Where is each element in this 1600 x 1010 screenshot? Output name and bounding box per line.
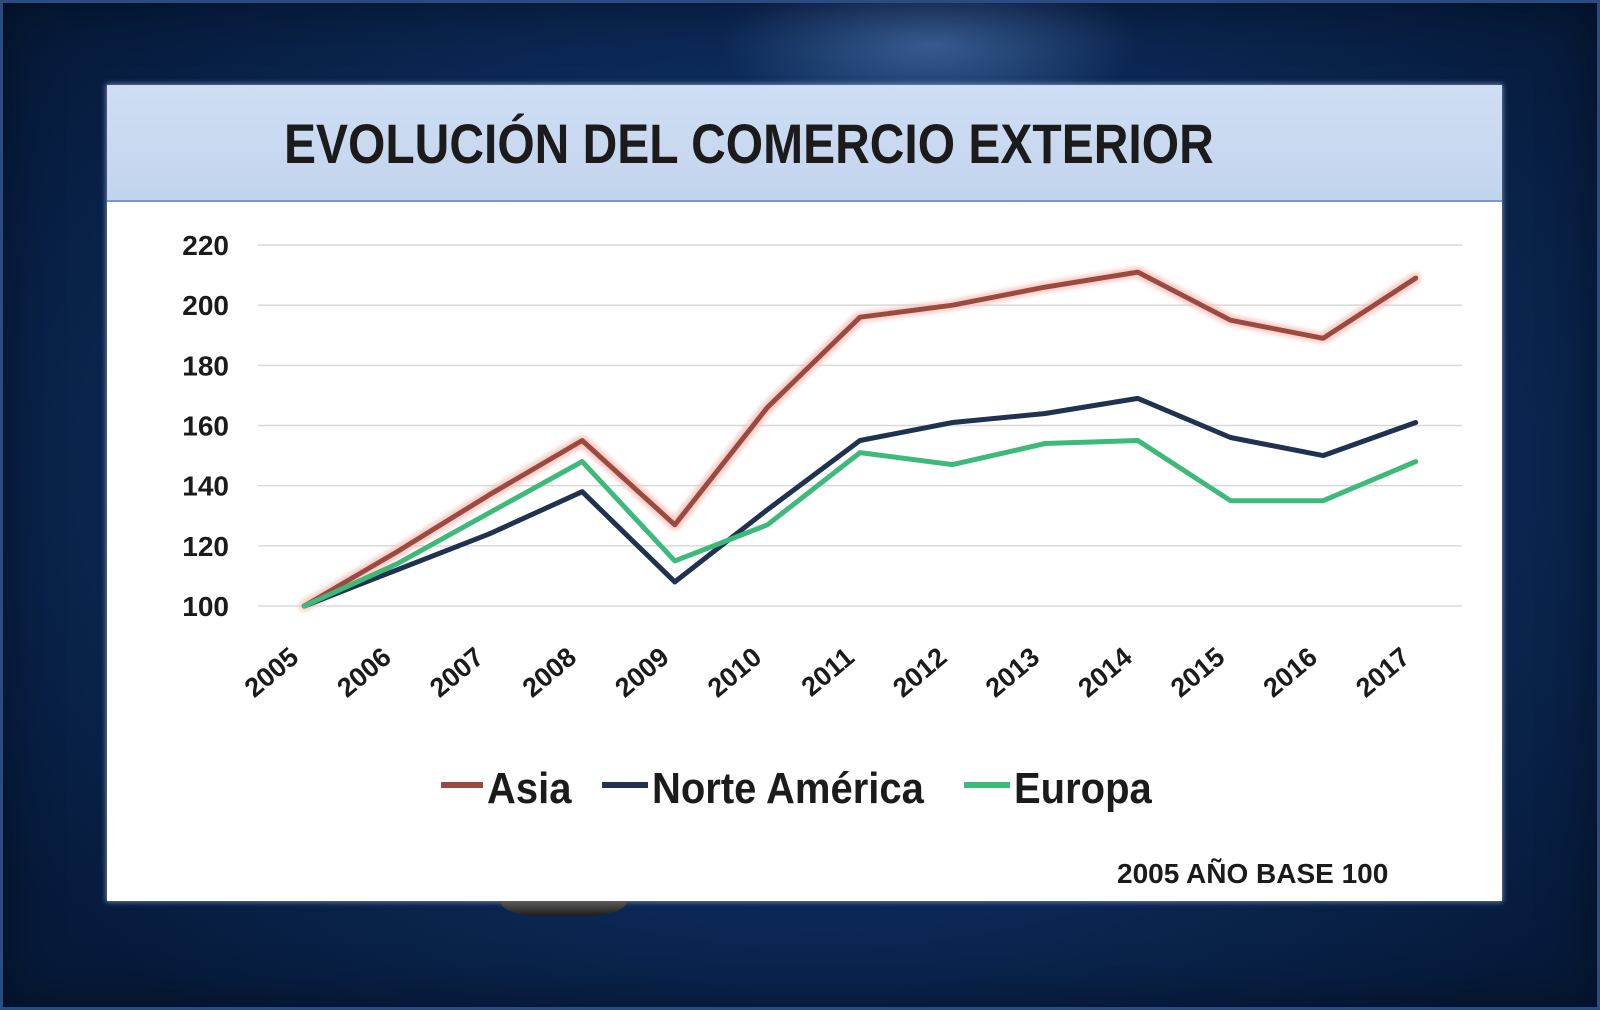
x-tick-label: 2008 (517, 642, 582, 704)
x-tick-label: 2012 (887, 642, 952, 704)
y-tick-label: 120 (182, 531, 229, 562)
x-tick-label: 2005 (239, 642, 304, 704)
y-tick-label: 140 (182, 471, 229, 502)
x-axis-tick-labels: 2005 2006 2007 2008 2009 2010 2011 2012 2013 2014… (239, 642, 1416, 704)
panel-stand (500, 901, 627, 916)
x-tick-label: 2016 (1258, 642, 1323, 704)
y-tick-label: 100 (182, 591, 229, 622)
y-tick-label: 160 (182, 411, 229, 442)
x-tick-label: 2011 (796, 642, 860, 703)
x-tick-label: 2015 (1165, 642, 1230, 704)
legend-label-norte-america: Norte América (652, 763, 924, 812)
y-tick-label: 220 (182, 230, 229, 261)
y-tick-label: 200 (182, 290, 229, 321)
series-line-europa (301, 438, 1419, 609)
gridlines (258, 244, 1462, 607)
x-tick-label: 2006 (331, 642, 396, 704)
legend-item-asia: Asia (441, 763, 572, 812)
chart-title: EVOLUCIÓN DEL COMERCIO EXTERIOR (284, 113, 1214, 175)
x-tick-label: 2014 (1072, 642, 1137, 704)
legend-label-europa: Europa (1014, 763, 1152, 812)
x-tick-label: 2010 (702, 642, 767, 704)
x-tick-label: 2017 (1350, 642, 1415, 704)
x-tick-label: 2013 (980, 642, 1045, 704)
y-axis-tick-labels: 100 120 140 160 180 200 220 (182, 230, 229, 622)
title-band (107, 85, 1502, 202)
legend-label-asia: Asia (487, 763, 572, 812)
legend-item-europa: Europa (964, 763, 1152, 812)
legend: Asia Norte América Europa (441, 763, 1152, 812)
series-lines (301, 269, 1419, 609)
y-tick-label: 180 (182, 350, 229, 381)
x-tick-label: 2009 (609, 642, 674, 704)
base-year-note: 2005 AÑO BASE 100 (1117, 858, 1388, 889)
series-line-asia (301, 269, 1419, 609)
x-tick-label: 2007 (424, 642, 489, 704)
legend-item-norte-america: Norte América (602, 763, 924, 812)
series-line-norte-america (301, 395, 1419, 609)
